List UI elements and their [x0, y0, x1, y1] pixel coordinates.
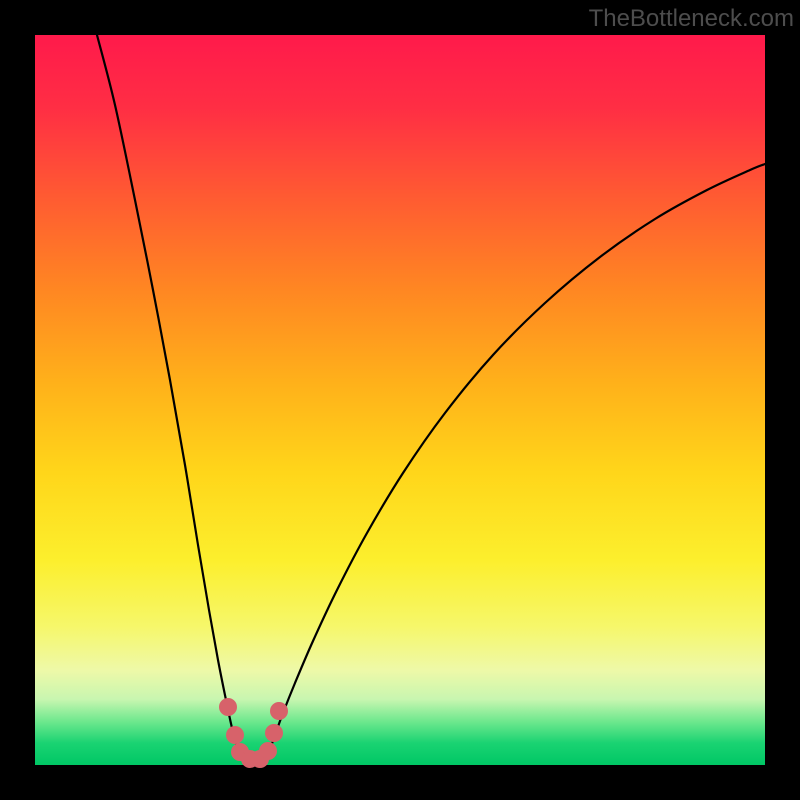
marker-point [271, 703, 288, 720]
marker-point [220, 699, 237, 716]
chart-svg [0, 0, 800, 800]
watermark-text: TheBottleneck.com [589, 5, 794, 33]
plot-background [35, 35, 765, 765]
marker-point [260, 743, 277, 760]
marker-point [227, 727, 244, 744]
marker-point [266, 725, 283, 742]
chart-frame: TheBottleneck.com [0, 0, 800, 800]
